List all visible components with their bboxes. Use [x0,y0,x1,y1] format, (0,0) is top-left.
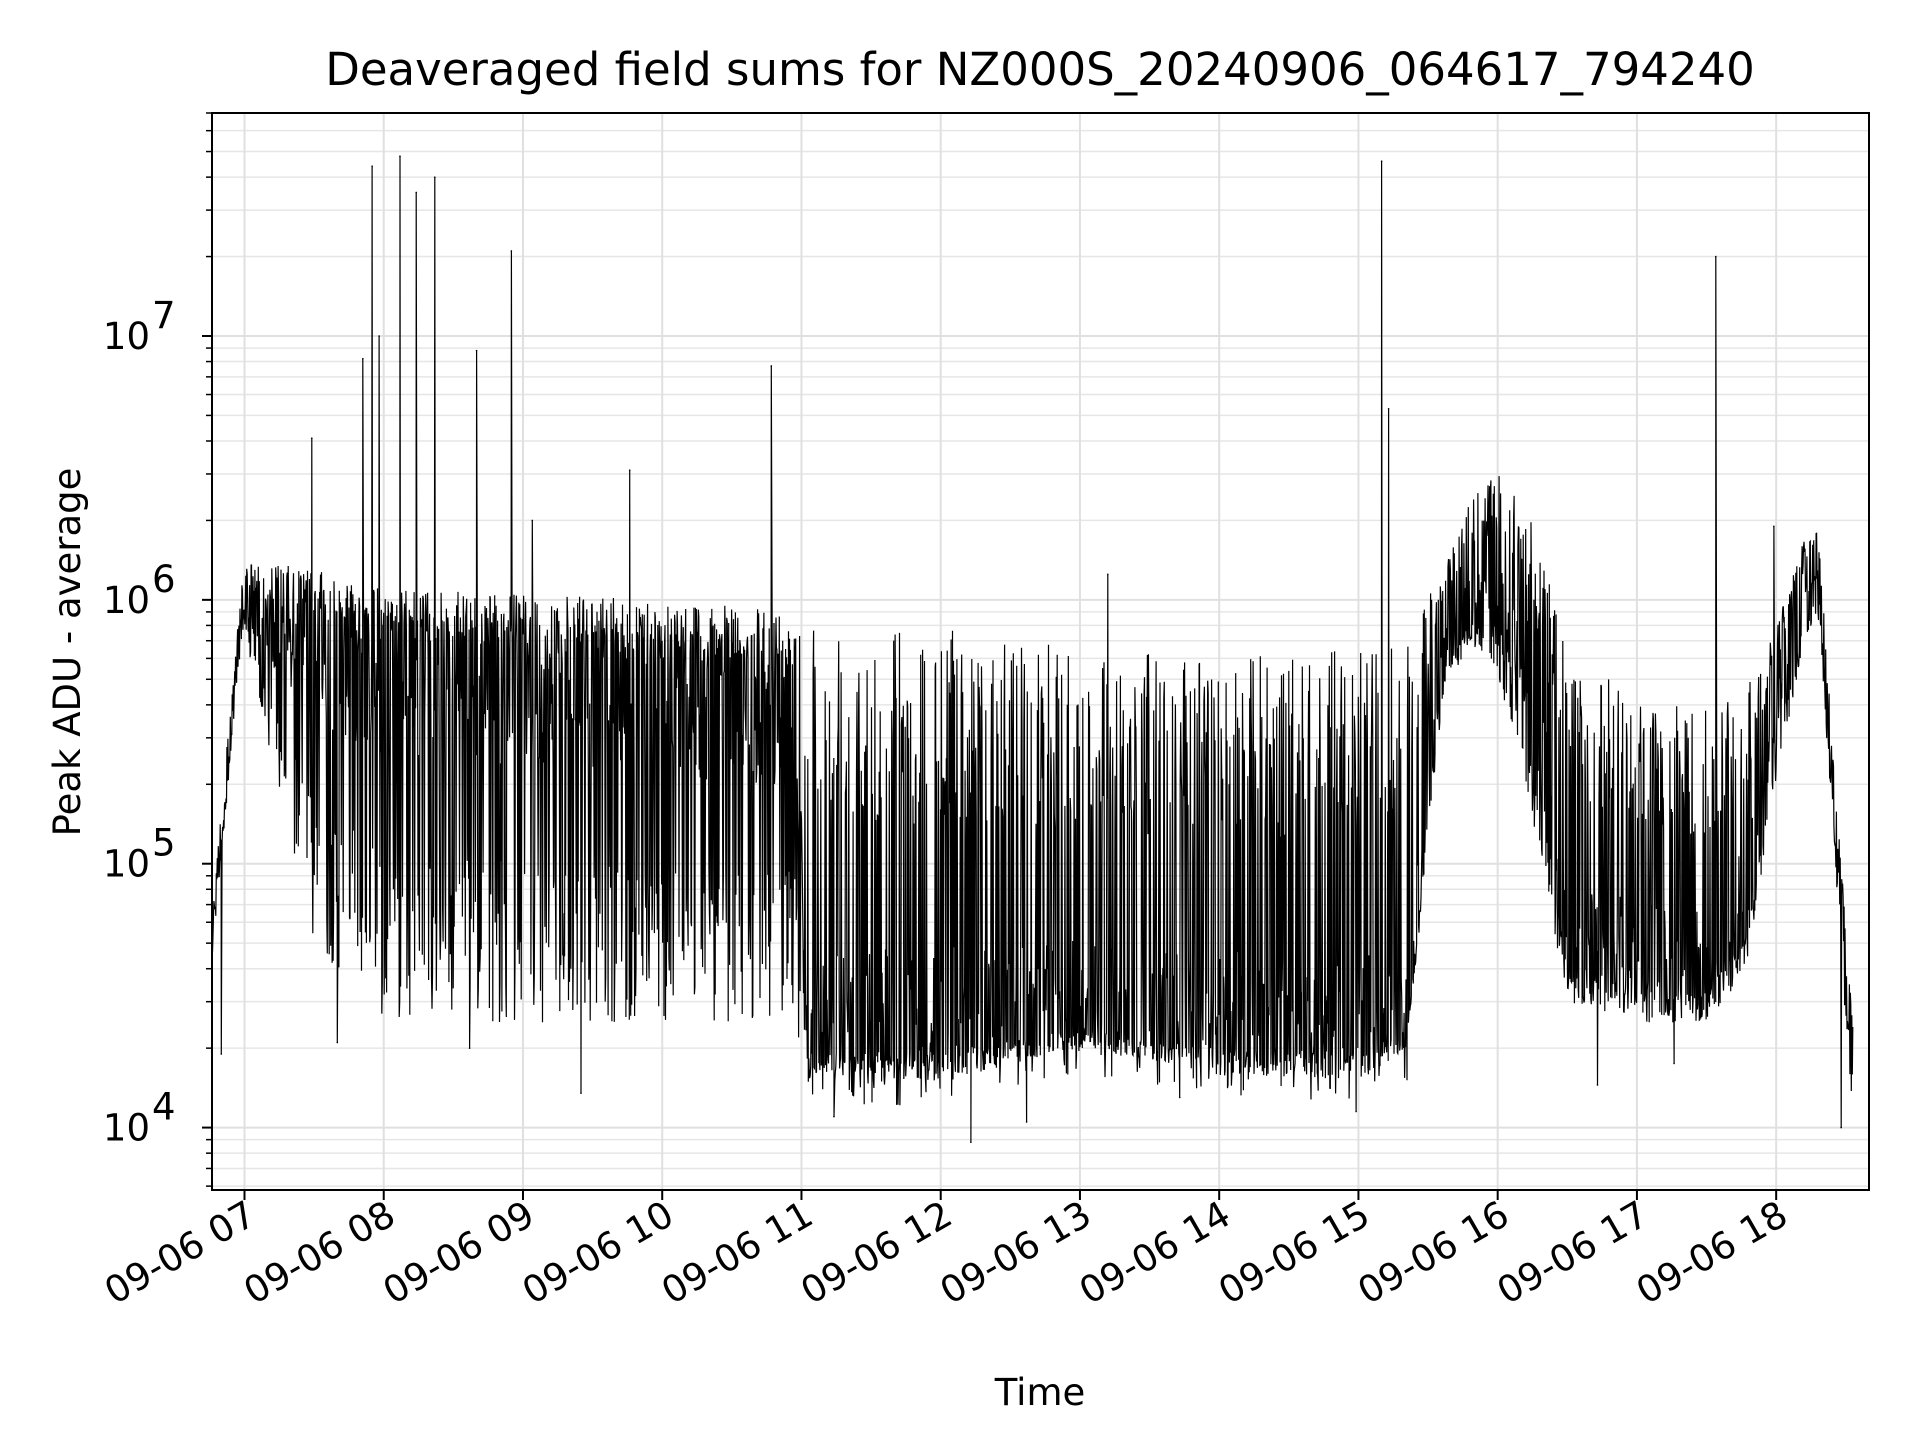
spike-point [475,349,478,352]
spike-point [415,191,418,194]
dip-point [580,1092,582,1094]
plot-frame [211,112,1870,1191]
dip-point [1025,1121,1028,1123]
spike-point [1773,525,1775,528]
spike-point [399,155,401,158]
spike-point [1380,160,1383,162]
dip-point [468,1047,471,1049]
dip-point [1596,1084,1599,1086]
x-axis-label: Time [994,1371,1086,1414]
dip-point [336,1041,339,1044]
spike-point [1715,255,1717,258]
y-axis-label: Peak ADU - average [46,468,89,837]
spike-point [628,469,631,472]
dip-point [1178,1096,1181,1099]
y-tick-exponent: 7 [152,294,176,337]
dip-point [833,1115,835,1118]
y-tick-label: 10 [103,843,150,886]
chart-title: Deaveraged field sums for NZ000S_2024090… [325,43,1755,96]
spike-point [362,357,364,360]
y-tick-exponent: 6 [152,558,176,601]
y-tick-label: 10 [103,315,150,358]
dip-point [1355,1110,1357,1113]
spike-point [1387,407,1390,410]
series-line [211,155,1854,1144]
spike-point [433,176,436,178]
y-tick-exponent: 5 [152,822,176,865]
y-tick-label: 10 [103,579,150,622]
dip-point [220,1053,223,1055]
dip-point [1673,1062,1675,1065]
y-tick-exponent: 4 [152,1086,176,1129]
spike-point [1107,573,1109,576]
spike-point [510,250,513,252]
series-path [211,156,1854,1143]
spike-point [531,519,534,522]
spike-point [770,365,773,367]
dip-point [1840,1126,1842,1129]
spike-point [378,335,380,337]
y-tick-label: 10 [103,1107,150,1150]
spike-point [371,165,373,168]
spike-point [310,437,313,439]
dip-point [970,1141,972,1144]
